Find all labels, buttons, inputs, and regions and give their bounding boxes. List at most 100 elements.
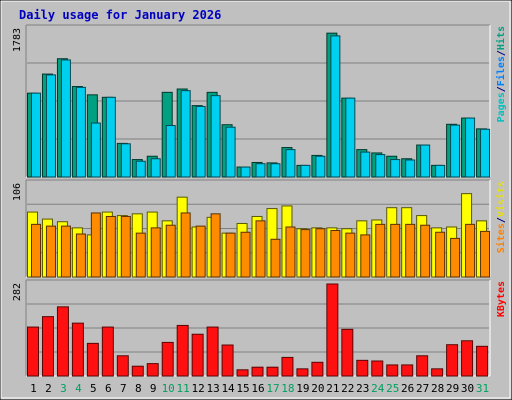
bar-files-day-1 bbox=[31, 92, 41, 178]
bar-files-day-18 bbox=[285, 149, 296, 178]
legend: Pages/Files/Hits bbox=[495, 26, 507, 122]
bar-files-day-8 bbox=[135, 160, 146, 178]
x-tick-label-day-6: 6 bbox=[105, 382, 112, 395]
bar-files-day-26 bbox=[405, 159, 416, 178]
bar-sites-day-6 bbox=[105, 215, 116, 278]
x-tick-label-day-28: 28 bbox=[431, 382, 444, 395]
bar-kbytes-day-27 bbox=[416, 355, 429, 377]
bar-files-day-13 bbox=[210, 95, 221, 178]
bar-kbytes-day-5 bbox=[86, 342, 99, 377]
bar-files-day-21 bbox=[330, 35, 341, 178]
x-tick-label-day-25: 25 bbox=[386, 382, 399, 395]
x-tick-label-day-16: 16 bbox=[251, 382, 264, 395]
x-tick-label-day-9: 9 bbox=[150, 382, 157, 395]
x-tick-label-day-8: 8 bbox=[135, 382, 142, 395]
bar-sites-day-2 bbox=[45, 225, 56, 278]
bar-kbytes-day-22 bbox=[341, 328, 354, 377]
bar-kbytes-day-31 bbox=[476, 345, 489, 377]
y-max-label: 1783 bbox=[12, 28, 23, 52]
chart-title: Daily usage for January 2026 bbox=[19, 8, 221, 22]
x-tick-label-day-4: 4 bbox=[75, 382, 82, 395]
bar-files-day-7 bbox=[120, 143, 131, 178]
x-tick-label-day-5: 5 bbox=[90, 382, 97, 395]
bar-kbytes-day-11 bbox=[176, 324, 189, 377]
x-tick-label-day-12: 12 bbox=[192, 382, 205, 395]
x-tick-label-day-29: 29 bbox=[446, 382, 459, 395]
bar-sites-day-22 bbox=[345, 232, 356, 278]
x-tick-label-day-31: 31 bbox=[476, 382, 489, 395]
bar-sites-day-5 bbox=[90, 212, 101, 278]
bar-files-day-2 bbox=[45, 74, 56, 178]
bar-kbytes-day-17 bbox=[266, 366, 279, 377]
bar-sites-day-16 bbox=[255, 220, 266, 278]
x-tick-label-day-22: 22 bbox=[341, 382, 354, 395]
bar-sites-day-21 bbox=[330, 230, 341, 278]
bar-sites-day-23 bbox=[360, 234, 371, 278]
x-tick-label-day-3: 3 bbox=[60, 382, 67, 395]
bar-files-day-30 bbox=[465, 117, 476, 178]
bar-sites-day-9 bbox=[150, 227, 161, 278]
bar-sites-day-11 bbox=[180, 212, 191, 278]
bar-sites-day-24 bbox=[375, 223, 386, 278]
bar-sites-day-14 bbox=[225, 232, 236, 278]
bar-files-day-11 bbox=[180, 90, 191, 178]
bar-kbytes-day-20 bbox=[311, 361, 324, 377]
bar-sites-day-20 bbox=[315, 228, 326, 278]
bar-sites-day-28 bbox=[435, 231, 446, 278]
x-tick-label-day-13: 13 bbox=[206, 382, 219, 395]
bar-kbytes-day-18 bbox=[281, 356, 294, 377]
bar-files-day-5 bbox=[90, 122, 101, 178]
bar-kbytes-day-9 bbox=[146, 363, 159, 377]
panel-kbytes: 282 KBytes bbox=[12, 279, 507, 377]
bar-kbytes-day-6 bbox=[101, 326, 114, 377]
bar-kbytes-day-24 bbox=[371, 360, 384, 377]
bar-sites-day-19 bbox=[300, 229, 311, 278]
x-tick-label-day-18: 18 bbox=[281, 382, 294, 395]
bar-files-day-6 bbox=[105, 96, 116, 178]
bar-kbytes-day-8 bbox=[131, 365, 144, 377]
x-tick-label-day-7: 7 bbox=[120, 382, 127, 395]
x-tick-label-day-1: 1 bbox=[30, 382, 37, 395]
legend: KBytes bbox=[496, 281, 507, 317]
bar-files-day-31 bbox=[480, 128, 491, 178]
panel-sites-visits: 106 Sites/Visits bbox=[12, 179, 507, 278]
legend-entry: Sites bbox=[495, 223, 507, 253]
bar-files-day-15 bbox=[240, 166, 251, 178]
x-tick-label-day-19: 19 bbox=[296, 382, 309, 395]
bar-kbytes-day-14 bbox=[221, 344, 234, 377]
bar-kbytes-day-28 bbox=[431, 368, 444, 377]
bar-kbytes-day-1 bbox=[27, 326, 39, 377]
bar-files-day-23 bbox=[360, 151, 371, 178]
x-tick-label-day-15: 15 bbox=[236, 382, 249, 395]
bar-files-day-4 bbox=[75, 86, 86, 178]
bar-sites-day-7 bbox=[120, 215, 131, 278]
bar-files-day-10 bbox=[165, 125, 176, 178]
bar-files-day-3 bbox=[60, 59, 71, 178]
x-tick-label-day-14: 14 bbox=[221, 382, 235, 395]
x-tick-label-day-10: 10 bbox=[162, 382, 175, 395]
bar-sites-day-25 bbox=[390, 223, 401, 278]
bar-sites-day-31 bbox=[480, 230, 491, 278]
bar-sites-day-30 bbox=[465, 223, 476, 278]
legend: Sites/Visits bbox=[495, 181, 507, 253]
x-tick-label-day-26: 26 bbox=[401, 382, 414, 395]
legend-entry: / bbox=[496, 50, 507, 56]
bar-kbytes-day-23 bbox=[356, 359, 369, 377]
bar-kbytes-day-7 bbox=[116, 355, 129, 377]
x-tick-label-day-11: 11 bbox=[177, 382, 190, 395]
bar-files-day-24 bbox=[375, 154, 386, 178]
bar-sites-day-8 bbox=[135, 232, 146, 278]
bar-files-day-19 bbox=[300, 164, 311, 178]
x-tick-label-day-30: 30 bbox=[461, 382, 474, 395]
bar-kbytes-day-29 bbox=[446, 344, 459, 377]
y-max-label: 282 bbox=[12, 283, 23, 301]
bar-kbytes-day-19 bbox=[296, 368, 309, 377]
bar-files-day-12 bbox=[195, 105, 206, 178]
x-tick-label-day-24: 24 bbox=[371, 382, 385, 395]
bar-files-day-9 bbox=[150, 158, 161, 178]
bar-kbytes-day-15 bbox=[236, 369, 249, 377]
bar-sites-day-13 bbox=[210, 213, 221, 278]
bar-files-day-17 bbox=[270, 163, 281, 178]
legend-entry: Files bbox=[495, 56, 507, 86]
